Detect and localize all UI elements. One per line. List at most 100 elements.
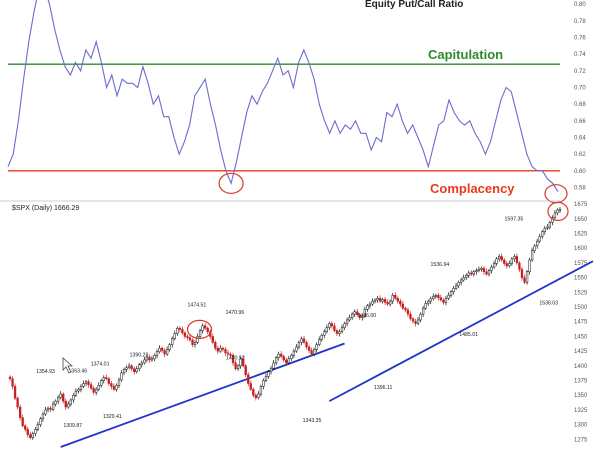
candle bbox=[439, 294, 443, 302]
candle bbox=[239, 356, 242, 369]
candle bbox=[475, 268, 478, 275]
candle bbox=[515, 253, 519, 265]
candle bbox=[44, 407, 47, 416]
candle bbox=[386, 299, 389, 306]
candle bbox=[323, 329, 326, 339]
price-label: 1396.11 bbox=[374, 385, 392, 391]
candle bbox=[470, 269, 473, 276]
candle bbox=[432, 293, 435, 301]
candle bbox=[105, 374, 108, 381]
price-label: 1485.01 bbox=[459, 332, 478, 338]
candle bbox=[18, 404, 22, 421]
putcall-reference-lines: Capitulation Complacency bbox=[8, 47, 560, 196]
spx-tick-label: 1275 bbox=[574, 437, 588, 443]
candle bbox=[11, 376, 14, 390]
price-label: 1536.94 bbox=[430, 262, 449, 268]
candle bbox=[406, 307, 410, 318]
candle bbox=[460, 277, 463, 286]
candle bbox=[125, 365, 128, 373]
candle bbox=[310, 347, 313, 356]
candle bbox=[558, 207, 562, 213]
putcall-tick-label: 0.68 bbox=[574, 102, 586, 108]
candle bbox=[226, 349, 230, 356]
candle bbox=[416, 317, 420, 326]
candle bbox=[366, 304, 369, 312]
candle bbox=[419, 312, 422, 323]
price-label: 1354.93 bbox=[36, 369, 55, 375]
spx-title: $SPX (Daily) 1666.29 bbox=[12, 205, 79, 212]
candle bbox=[348, 314, 351, 322]
candle bbox=[465, 273, 468, 280]
candle bbox=[300, 336, 303, 346]
candle bbox=[378, 295, 382, 303]
candle bbox=[82, 380, 85, 389]
price-label: 1470.96 bbox=[226, 310, 245, 316]
highlight-circle bbox=[544, 184, 568, 204]
candle bbox=[411, 317, 415, 324]
candle bbox=[186, 334, 189, 341]
spx-tick-label: 1425 bbox=[574, 349, 588, 355]
candle bbox=[361, 314, 364, 321]
candle bbox=[274, 355, 278, 366]
putcall-ratio-line bbox=[7, 0, 559, 192]
candle bbox=[477, 266, 481, 273]
candle bbox=[394, 292, 397, 300]
candle bbox=[127, 362, 131, 370]
candle bbox=[183, 331, 187, 339]
spx-tick-label: 1550 bbox=[574, 276, 588, 282]
candle bbox=[353, 309, 356, 318]
candle bbox=[122, 367, 126, 376]
candle bbox=[49, 405, 52, 413]
candle bbox=[148, 354, 151, 363]
highlight-circle bbox=[547, 201, 569, 222]
candle bbox=[325, 324, 328, 334]
candle bbox=[285, 357, 288, 366]
spx-tick-label: 1375 bbox=[574, 379, 588, 385]
candle bbox=[150, 355, 154, 362]
candle bbox=[236, 364, 240, 372]
candle bbox=[269, 365, 273, 375]
cursor-icon bbox=[62, 357, 74, 374]
putcall-tick-label: 0.76 bbox=[574, 36, 586, 42]
candle bbox=[115, 383, 118, 392]
candle bbox=[312, 347, 316, 357]
candle bbox=[541, 229, 544, 239]
candle bbox=[467, 270, 470, 279]
candle bbox=[290, 353, 293, 362]
candle bbox=[31, 431, 34, 440]
candle bbox=[79, 384, 83, 393]
price-label: 1329.41 bbox=[103, 414, 122, 420]
candle bbox=[505, 261, 508, 269]
candle bbox=[242, 355, 245, 368]
spx-price-labels: 1354.931363.461374.011390.291291.981266.… bbox=[36, 217, 558, 429]
candle bbox=[399, 298, 402, 308]
candle bbox=[267, 369, 270, 379]
putcall-tick-label: 0.70 bbox=[574, 86, 586, 92]
candle bbox=[454, 282, 458, 290]
candle bbox=[449, 289, 453, 298]
candle bbox=[155, 349, 159, 359]
candle bbox=[462, 274, 465, 282]
candle bbox=[429, 296, 432, 305]
candle bbox=[100, 378, 103, 388]
candle bbox=[480, 266, 483, 272]
candle bbox=[54, 399, 57, 407]
candle bbox=[533, 244, 536, 253]
candle bbox=[244, 364, 247, 378]
spx-trendlines bbox=[60, 260, 594, 448]
candle bbox=[165, 346, 169, 356]
spx-tick-label: 1525 bbox=[574, 290, 588, 296]
price-label: 1536.03 bbox=[539, 300, 558, 306]
candle bbox=[143, 357, 146, 365]
candle bbox=[219, 345, 222, 353]
candle bbox=[434, 293, 437, 299]
price-label: 1363.46 bbox=[68, 369, 87, 375]
candle bbox=[371, 298, 374, 306]
candle bbox=[437, 292, 440, 301]
candle bbox=[92, 386, 95, 395]
candle bbox=[221, 346, 225, 352]
candle bbox=[280, 351, 283, 359]
candle bbox=[51, 401, 55, 412]
candle bbox=[249, 380, 252, 392]
trendline bbox=[60, 342, 345, 448]
